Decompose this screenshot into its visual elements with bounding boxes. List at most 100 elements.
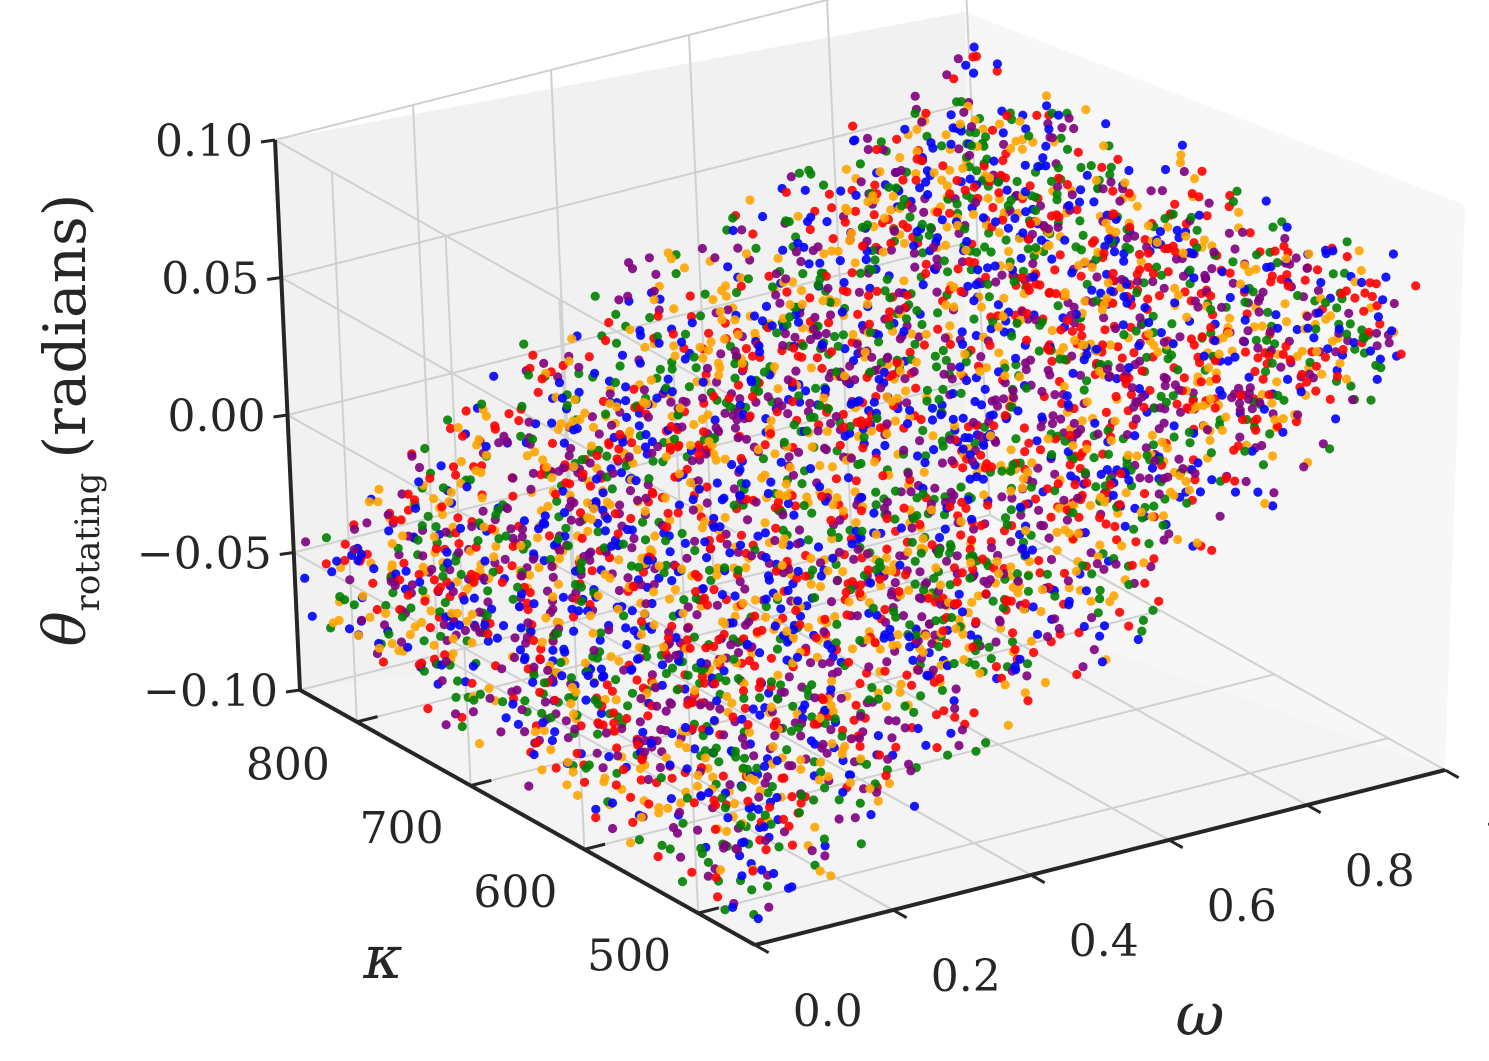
data-point [659,568,669,578]
data-point [585,611,596,621]
data-point [624,258,634,268]
data-point [570,395,580,405]
data-point [553,579,564,589]
data-point [872,413,882,423]
data-point [685,477,696,488]
data-point [687,318,697,328]
data-point [1148,269,1158,279]
data-point [1067,268,1077,278]
data-point [1331,347,1341,357]
data-point [1378,295,1388,305]
data-point [537,765,547,775]
data-point [1047,450,1057,460]
data-point [809,719,819,729]
data-point [754,792,764,802]
data-point [1158,520,1168,530]
data-point [1025,219,1036,229]
data-point [803,535,814,545]
data-point [1192,225,1202,235]
data-point [1302,377,1312,387]
data-point [817,743,827,753]
data-point [621,623,631,633]
kappa-axis-label: κ [362,923,402,993]
data-point [569,709,579,719]
data-point [959,655,969,665]
data-point [485,693,495,704]
data-point [813,280,823,290]
data-point [817,491,827,501]
data-point [448,462,459,472]
data-point [629,384,639,394]
data-point [1041,91,1052,101]
data-point [909,367,919,377]
data-point [1270,246,1280,256]
data-point [615,500,625,510]
data-point [418,586,428,596]
data-point [1182,312,1192,322]
data-point [1044,124,1054,134]
data-point [1043,343,1053,353]
data-point [614,295,624,305]
data-point [1082,478,1092,488]
data-point [586,441,597,451]
data-point [574,362,584,372]
data-point [1101,519,1111,529]
data-point [746,551,757,561]
data-point [927,403,938,413]
data-point [692,610,702,620]
data-point [436,461,446,471]
data-point [1008,392,1019,403]
data-point [981,272,991,282]
data-point [508,533,518,543]
data-point [797,299,807,309]
data-point [516,541,526,551]
data-point [960,185,970,195]
data-point [550,727,560,737]
data-point [681,397,691,407]
data-point [1062,315,1073,325]
data-point [650,531,660,541]
omega-tick-label: 1.0 [1483,811,1489,862]
data-point [1338,344,1348,355]
data-point [1095,585,1105,595]
data-point [773,497,784,507]
data-point [1091,175,1101,185]
data-point [969,296,979,306]
data-point [1113,154,1123,164]
data-point [670,351,680,361]
data-point [958,339,968,349]
data-point [1178,248,1188,258]
data-point [815,582,826,592]
data-point [935,580,946,590]
data-point [793,596,803,606]
data-point [941,130,951,140]
data-point [625,325,635,335]
data-point [958,444,968,454]
data-point [873,796,883,806]
grid-line [575,619,1032,876]
data-point [888,191,898,201]
data-point [804,165,814,175]
data-point [1008,386,1018,396]
data-point [702,482,712,492]
data-point [611,309,621,319]
data-point [1311,324,1321,334]
data-point [946,362,956,372]
data-point [582,498,593,508]
data-point [489,552,499,562]
data-point [566,515,576,525]
data-point [992,556,1002,567]
data-point [1148,440,1158,450]
data-point [1350,293,1360,303]
data-point [462,482,472,492]
data-point [946,728,956,738]
data-point [483,636,493,646]
data-point [695,700,706,710]
data-point [709,795,719,805]
data-point [440,597,450,608]
data-point [321,533,331,543]
data-point [961,357,971,367]
data-point [821,445,831,455]
data-point [663,633,674,643]
data-point [1004,262,1014,272]
